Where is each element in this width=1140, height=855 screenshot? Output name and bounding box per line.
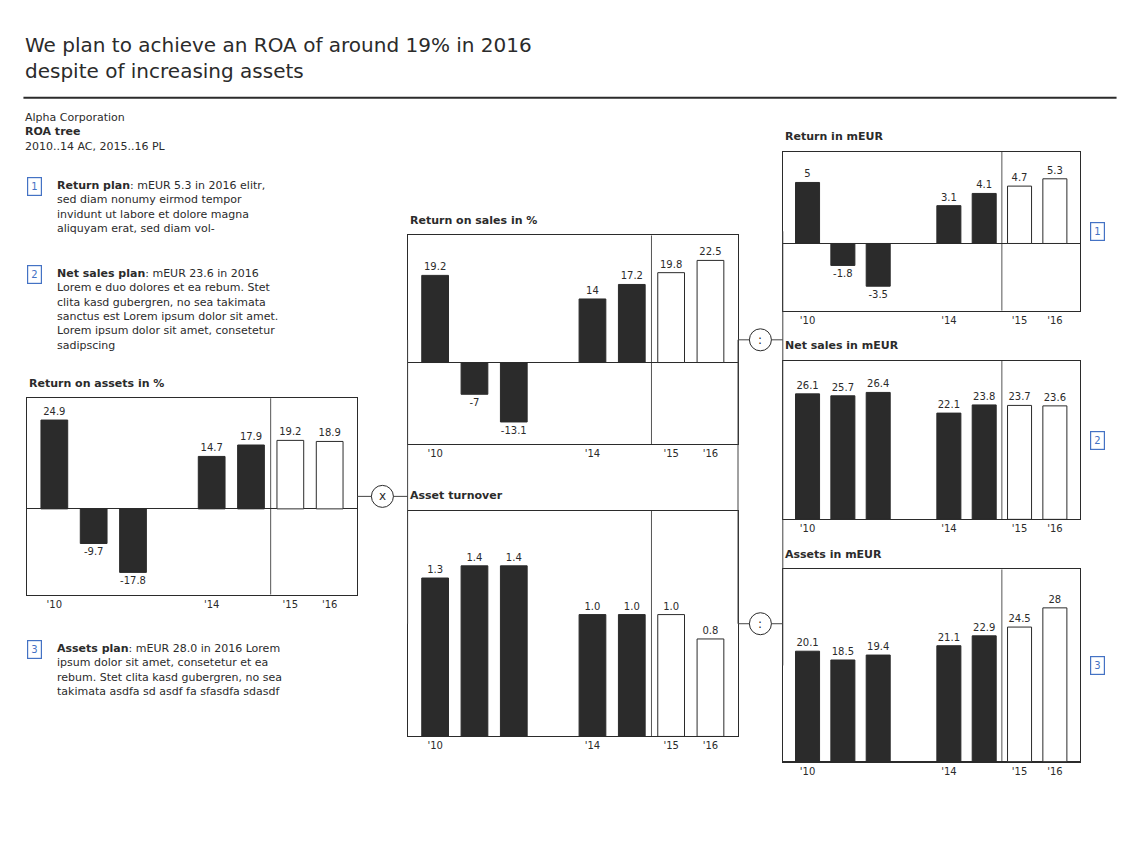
svg-text:17.9: 17.9 [240, 431, 262, 442]
svg-text:Alpha CorporationROA tree2010.: Alpha CorporationROA tree2010..14 AC, 20… [25, 111, 166, 153]
svg-text:5: 5 [804, 168, 810, 179]
svg-text:4.1: 4.1 [976, 179, 992, 190]
svg-text:Assets plan: mEUR 28.0 in 2016: Assets plan: mEUR 28.0 in 2016 Loremipsu… [57, 642, 282, 698]
svg-text:3.1: 3.1 [941, 192, 957, 203]
svg-text:'16: '16 [703, 448, 718, 459]
svg-text::: : [758, 617, 762, 631]
svg-text:'15: '15 [1012, 766, 1027, 777]
svg-text:Return in mEUR: Return in mEUR [785, 130, 883, 143]
svg-text:23.6: 23.6 [1044, 392, 1066, 403]
svg-text:Return plan: mEUR 5.3 in 2016: Return plan: mEUR 5.3 in 2016 elitr,sed … [57, 179, 265, 235]
svg-text:21.1: 21.1 [938, 632, 960, 643]
svg-text:-13.1: -13.1 [501, 425, 527, 436]
svg-text:'16: '16 [322, 599, 337, 610]
svg-text:4.7: 4.7 [1012, 172, 1028, 183]
svg-text:'14: '14 [585, 448, 600, 459]
svg-text:19.2: 19.2 [424, 261, 446, 272]
svg-text:20.1: 20.1 [796, 637, 818, 648]
svg-text:19.2: 19.2 [279, 426, 301, 437]
svg-text:Net sales in mEUR: Net sales in mEUR [785, 339, 899, 352]
svg-text:5.3: 5.3 [1047, 165, 1063, 176]
svg-text:0.8: 0.8 [703, 625, 719, 636]
svg-text:17.2: 17.2 [621, 270, 643, 281]
svg-text:26.1: 26.1 [796, 380, 818, 391]
svg-text:2: 2 [31, 269, 37, 280]
svg-text:'14: '14 [585, 740, 600, 751]
svg-text:-7: -7 [469, 397, 479, 408]
svg-text:1.3: 1.3 [427, 564, 443, 575]
svg-text:'10: '10 [427, 740, 442, 751]
svg-text:'10: '10 [427, 448, 442, 459]
svg-text:1.4: 1.4 [467, 552, 483, 563]
svg-text:Assets in mEUR: Assets in mEUR [785, 548, 882, 561]
svg-text::: : [758, 333, 762, 347]
svg-text:26.4: 26.4 [867, 378, 889, 389]
svg-text:22.9: 22.9 [973, 622, 995, 633]
svg-text:3: 3 [1094, 660, 1100, 671]
svg-text:1: 1 [31, 181, 37, 192]
svg-text:'15: '15 [1012, 523, 1027, 534]
svg-text:18.9: 18.9 [319, 427, 341, 438]
svg-text:x: x [379, 489, 386, 503]
svg-text:23.7: 23.7 [1008, 391, 1030, 402]
svg-text:22.5: 22.5 [699, 246, 721, 257]
svg-text:'14: '14 [941, 315, 956, 326]
svg-text:'14: '14 [941, 766, 956, 777]
svg-text:'16: '16 [1047, 315, 1062, 326]
svg-text:14: 14 [586, 285, 599, 296]
svg-text:We plan to achieve an ROA of a: We plan to achieve an ROA of around 19% … [25, 33, 532, 83]
svg-text:Return on sales in %: Return on sales in % [410, 214, 537, 227]
svg-text:'16: '16 [703, 740, 718, 751]
svg-text:'16: '16 [1047, 523, 1062, 534]
svg-text:3: 3 [31, 644, 37, 655]
svg-text:2: 2 [1094, 435, 1100, 446]
svg-text:1: 1 [1094, 226, 1100, 237]
svg-text:22.1: 22.1 [938, 399, 960, 410]
svg-text:-3.5: -3.5 [868, 289, 888, 300]
svg-text:1.0: 1.0 [585, 601, 601, 612]
svg-text:-17.8: -17.8 [120, 575, 146, 586]
svg-text:23.8: 23.8 [973, 391, 995, 402]
svg-text:19.8: 19.8 [660, 259, 682, 270]
svg-text:18.5: 18.5 [832, 646, 854, 657]
svg-text:'14: '14 [204, 599, 219, 610]
svg-text:-1.8: -1.8 [833, 268, 853, 279]
svg-text:1.0: 1.0 [663, 601, 679, 612]
svg-text:1.4: 1.4 [506, 552, 522, 563]
svg-text:'16: '16 [1047, 766, 1062, 777]
svg-text:'10: '10 [47, 599, 62, 610]
svg-text:25.7: 25.7 [832, 382, 854, 393]
svg-text:24.5: 24.5 [1008, 613, 1030, 624]
svg-text:24.9: 24.9 [43, 406, 65, 417]
svg-text:'14: '14 [941, 523, 956, 534]
svg-text:28: 28 [1048, 594, 1061, 605]
svg-text:19.4: 19.4 [867, 641, 889, 652]
svg-text:-9.7: -9.7 [84, 546, 104, 557]
svg-text:'10: '10 [800, 766, 815, 777]
svg-text:'15: '15 [1012, 315, 1027, 326]
svg-text:'10: '10 [800, 523, 815, 534]
svg-text:Return on assets in %: Return on assets in % [29, 377, 164, 390]
svg-text:14.7: 14.7 [201, 442, 223, 453]
svg-text:1.0: 1.0 [624, 601, 640, 612]
svg-text:'10: '10 [800, 315, 815, 326]
svg-text:Net sales plan: mEUR 23.6 in 2: Net sales plan: mEUR 23.6 in 2016Lorem e… [57, 267, 278, 352]
svg-text:'15: '15 [283, 599, 298, 610]
svg-text:Asset turnover: Asset turnover [410, 489, 503, 502]
svg-text:'15: '15 [663, 740, 678, 751]
svg-text:'15: '15 [663, 448, 678, 459]
